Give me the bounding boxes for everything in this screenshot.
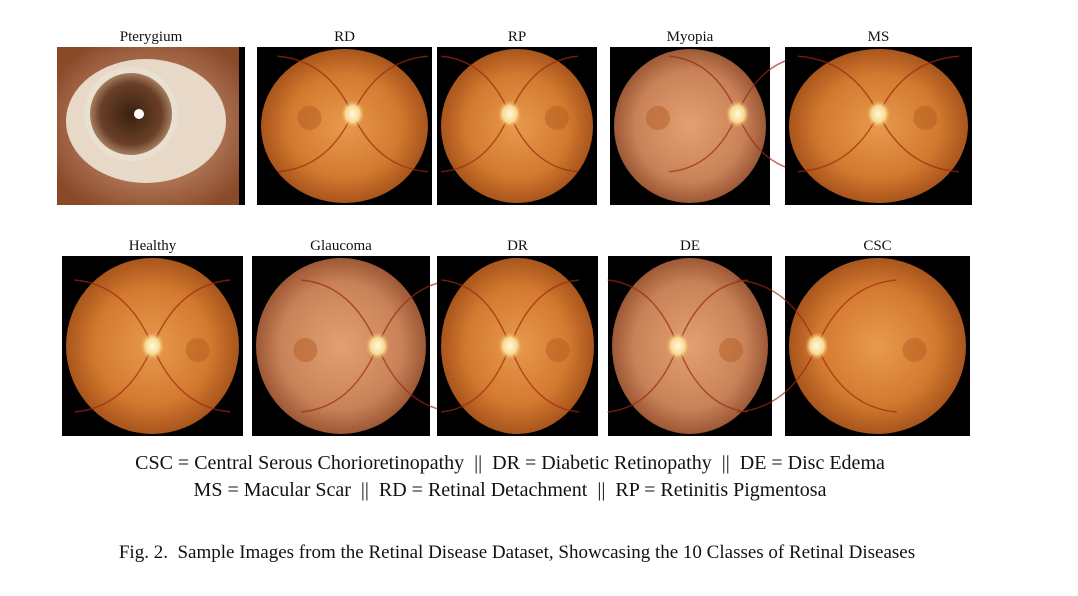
- right-edge: [239, 47, 245, 205]
- macula: [545, 338, 570, 362]
- panel-label: DE: [680, 238, 700, 254]
- optic-disc: [665, 332, 690, 360]
- legend-line: CSC = Central Serous Chorioretinopathy |…: [135, 452, 885, 474]
- legend-line: MS = Macular Scar || RD = Retinal Detach…: [194, 479, 827, 501]
- vessel: [151, 345, 231, 413]
- optic-disc: [804, 332, 829, 360]
- panel-grid: Pterygium RD RP Myopia MS Healthy Glaucoma DR DE…: [57, 29, 972, 436]
- macula: [545, 106, 569, 130]
- optic-disc: [725, 100, 750, 128]
- pupil-reflex: [134, 109, 144, 119]
- vessel: [737, 345, 818, 413]
- panel: Myopia: [610, 29, 806, 205]
- vessel: [74, 345, 154, 413]
- fundus: [441, 49, 593, 203]
- panel: RP: [437, 29, 597, 205]
- panel: RD: [257, 29, 432, 205]
- panel-label: RP: [508, 29, 526, 45]
- optic-disc: [498, 332, 523, 360]
- panel-label: MS: [868, 29, 890, 45]
- fundus: [256, 258, 426, 434]
- optic-disc: [365, 332, 390, 360]
- figure-caption: Fig. 2. Sample Images from the Retinal D…: [119, 542, 915, 563]
- panel: Healthy: [62, 238, 243, 436]
- panel: MS: [785, 29, 972, 205]
- vessel: [151, 279, 231, 347]
- optic-disc: [497, 100, 522, 128]
- panel-label: Myopia: [667, 29, 714, 45]
- panel: CSC: [737, 238, 970, 436]
- panel-label: Pterygium: [120, 29, 183, 45]
- macula: [185, 338, 210, 362]
- fundus: [614, 49, 766, 203]
- panel: Pterygium: [57, 29, 245, 205]
- vessel: [737, 279, 818, 347]
- fundus: [261, 49, 428, 203]
- fundus: [789, 258, 966, 434]
- macula: [297, 106, 322, 130]
- vessel: [300, 345, 379, 413]
- macula: [902, 338, 927, 362]
- optic-disc: [340, 100, 365, 128]
- vessel: [816, 279, 897, 347]
- vessel: [816, 345, 897, 413]
- panel-label: DR: [507, 238, 528, 254]
- fundus: [612, 258, 768, 434]
- optic-disc: [866, 100, 891, 128]
- panel-label: CSC: [863, 238, 891, 254]
- panel-label: Healthy: [129, 238, 177, 254]
- macula: [719, 338, 743, 362]
- panel: DR: [437, 238, 598, 436]
- macula: [646, 106, 670, 130]
- macula: [293, 338, 318, 362]
- panel-label: RD: [334, 29, 355, 45]
- panel: Glaucoma: [252, 238, 455, 436]
- panel: DE: [607, 238, 772, 436]
- panel-label: Glaucoma: [310, 238, 372, 254]
- macula: [913, 106, 938, 130]
- vessel: [300, 279, 379, 347]
- optic-disc: [140, 332, 165, 360]
- vessel: [74, 279, 154, 347]
- iris: [84, 67, 178, 161]
